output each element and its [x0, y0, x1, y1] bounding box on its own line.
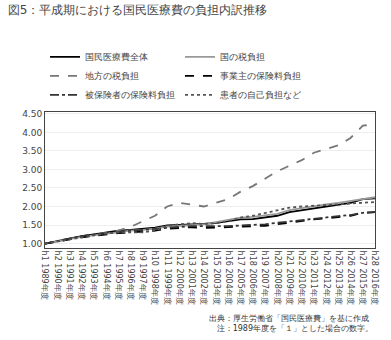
- svg-text:h18 2006年度: h18 2006年度: [248, 251, 257, 305]
- svg-text:h24 2012年度: h24 2012年度: [322, 251, 331, 305]
- svg-text:図5：平成期における国民医療費の負担内訳推移: 図5：平成期における国民医療費の負担内訳推移: [8, 3, 268, 17]
- svg-text:被保険者の保険料負担: 被保険者の保険料負担: [85, 90, 175, 100]
- svg-text:h25 2013年度: h25 2013年度: [334, 251, 343, 305]
- svg-text:1.50: 1.50: [22, 220, 42, 230]
- svg-text:h22 2010年度: h22 2010年度: [297, 251, 306, 305]
- svg-text:h12 2000年度: h12 2000年度: [175, 251, 184, 305]
- svg-text:h26 2014年度: h26 2014年度: [346, 251, 355, 305]
- svg-text:1.00: 1.00: [22, 239, 42, 249]
- svg-text:事業主の保険料負担: 事業主の保険料負担: [220, 71, 301, 81]
- svg-text:国民医療費全体: 国民医療費全体: [85, 52, 148, 62]
- svg-text:h27 2015年度: h27 2015年度: [358, 251, 367, 305]
- svg-text:国の税負担: 国の税負担: [220, 52, 265, 62]
- svg-text:h21 2009年度: h21 2009年度: [285, 251, 294, 305]
- svg-text:h11 1999年度: h11 1999年度: [163, 251, 172, 305]
- svg-text:h6 1994年度: h6 1994年度: [102, 251, 111, 300]
- svg-text:h13 2001年度: h13 2001年度: [187, 251, 196, 305]
- svg-text:h4 1992年度: h4 1992年度: [77, 251, 86, 300]
- svg-text:h10 1998年度: h10 1998年度: [150, 251, 159, 305]
- svg-text:3.50: 3.50: [22, 146, 42, 156]
- svg-text:h2 1990年度: h2 1990年度: [53, 251, 62, 300]
- svg-text:h16 2004年度: h16 2004年度: [224, 251, 233, 305]
- svg-text:h8 1996年度: h8 1996年度: [126, 251, 135, 300]
- svg-text:h17 2005年度: h17 2005年度: [236, 251, 245, 305]
- svg-text:h20 2008年度: h20 2008年度: [273, 251, 282, 305]
- svg-text:2.50: 2.50: [22, 183, 42, 193]
- svg-text:h15 2003年度: h15 2003年度: [212, 251, 221, 305]
- svg-text:h19 2007年度: h19 2007年度: [260, 251, 269, 305]
- svg-text:h9 1997年度: h9 1997年度: [138, 251, 147, 300]
- svg-text:出典：厚生労働省「国民医療費」を基に作成 注：1989年: 出典：厚生労働省「国民医療費」を基に作成 注：1989年度を「１」とした場合の数…: [209, 314, 373, 333]
- svg-text:地方の税負担: 地方の税負担: [84, 71, 139, 81]
- svg-text:h14 2002年度: h14 2002年度: [199, 251, 208, 305]
- svg-text:患者の自己負担など: 患者の自己負担など: [219, 90, 301, 100]
- svg-text:4.00: 4.00: [22, 128, 42, 138]
- svg-text:3.00: 3.00: [22, 165, 42, 175]
- svg-text:h23 2011年度: h23 2011年度: [309, 251, 318, 305]
- svg-text:h3 1991年度: h3 1991年度: [65, 251, 74, 300]
- svg-text:h28 2016年度: h28 2016年度: [370, 251, 379, 305]
- svg-text:h7 1995年度: h7 1995年度: [114, 251, 123, 300]
- svg-text:2.00: 2.00: [22, 202, 42, 212]
- svg-text:h1 1989年度: h1 1989年度: [40, 251, 49, 300]
- svg-text:4.50: 4.50: [22, 109, 42, 119]
- svg-text:h5 1993年度: h5 1993年度: [89, 251, 98, 300]
